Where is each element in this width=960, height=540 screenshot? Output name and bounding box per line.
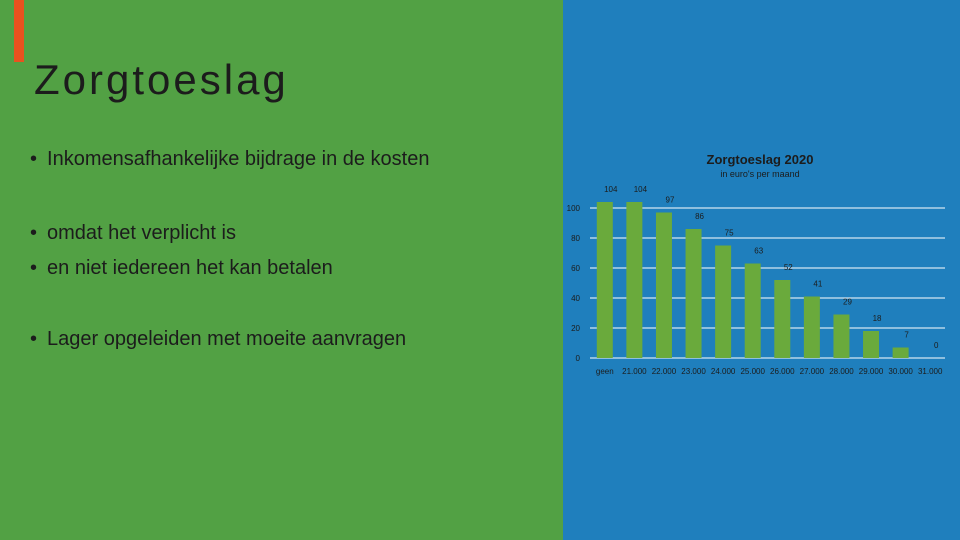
- data-label: 7: [904, 331, 909, 340]
- x-tick-label: 27.000: [800, 367, 825, 376]
- x-tick-label: 28.000: [829, 367, 854, 376]
- bar: [863, 331, 880, 358]
- x-tick-label: 29.000: [859, 367, 884, 376]
- bar: [774, 280, 791, 358]
- y-tick-label: 100: [567, 204, 581, 213]
- x-tick-label: 22.000: [652, 367, 677, 376]
- chart-title: Zorgtoeslag 2020: [707, 152, 814, 167]
- bar: [655, 212, 672, 358]
- data-label: 104: [604, 185, 618, 194]
- bar: [596, 202, 613, 358]
- y-tick-label: 0: [576, 354, 581, 363]
- bar: [715, 245, 732, 358]
- x-tick-label: 21.000: [622, 367, 647, 376]
- x-tick-label: 23.000: [681, 367, 706, 376]
- x-tick-label: 31.000: [918, 367, 943, 376]
- bullet-1: Inkomensafhankelijke bijdrage in de kost…: [30, 148, 429, 171]
- chart-subtitle: in euro's per maand: [720, 169, 799, 179]
- y-tick-label: 80: [571, 234, 580, 243]
- bar: [833, 314, 850, 358]
- data-label: 75: [725, 229, 734, 238]
- data-label: 18: [873, 314, 882, 323]
- bullet-4: Lager opgeleiden met moeite aanvragen: [30, 328, 406, 351]
- data-label: 41: [813, 280, 822, 289]
- data-label: 104: [634, 185, 648, 194]
- bar: [685, 229, 702, 358]
- data-label: 63: [754, 247, 763, 256]
- bullet-2: omdat het verplicht is: [30, 222, 236, 245]
- data-label: 86: [695, 212, 704, 221]
- bullet-3: en niet iedereen het kan betalen: [30, 257, 333, 280]
- data-label: 0: [934, 341, 939, 350]
- bar: [803, 296, 820, 358]
- y-tick-label: 60: [571, 264, 580, 273]
- x-tick-label: 25.000: [740, 367, 765, 376]
- data-label: 29: [843, 298, 852, 307]
- data-label: 52: [784, 263, 793, 272]
- x-tick-label: 30.000: [888, 367, 913, 376]
- x-tick-label: 26.000: [770, 367, 795, 376]
- y-tick-label: 40: [571, 294, 580, 303]
- bar: [892, 347, 909, 358]
- data-label: 97: [666, 196, 675, 205]
- x-tick-label: 24.000: [711, 367, 736, 376]
- accent-bar: [14, 0, 24, 62]
- slide-title: Zorgtoeslag: [34, 56, 289, 103]
- y-tick-label: 20: [571, 324, 580, 333]
- bar: [744, 263, 761, 358]
- x-tick-label: geen: [596, 367, 614, 376]
- bar: [626, 202, 643, 358]
